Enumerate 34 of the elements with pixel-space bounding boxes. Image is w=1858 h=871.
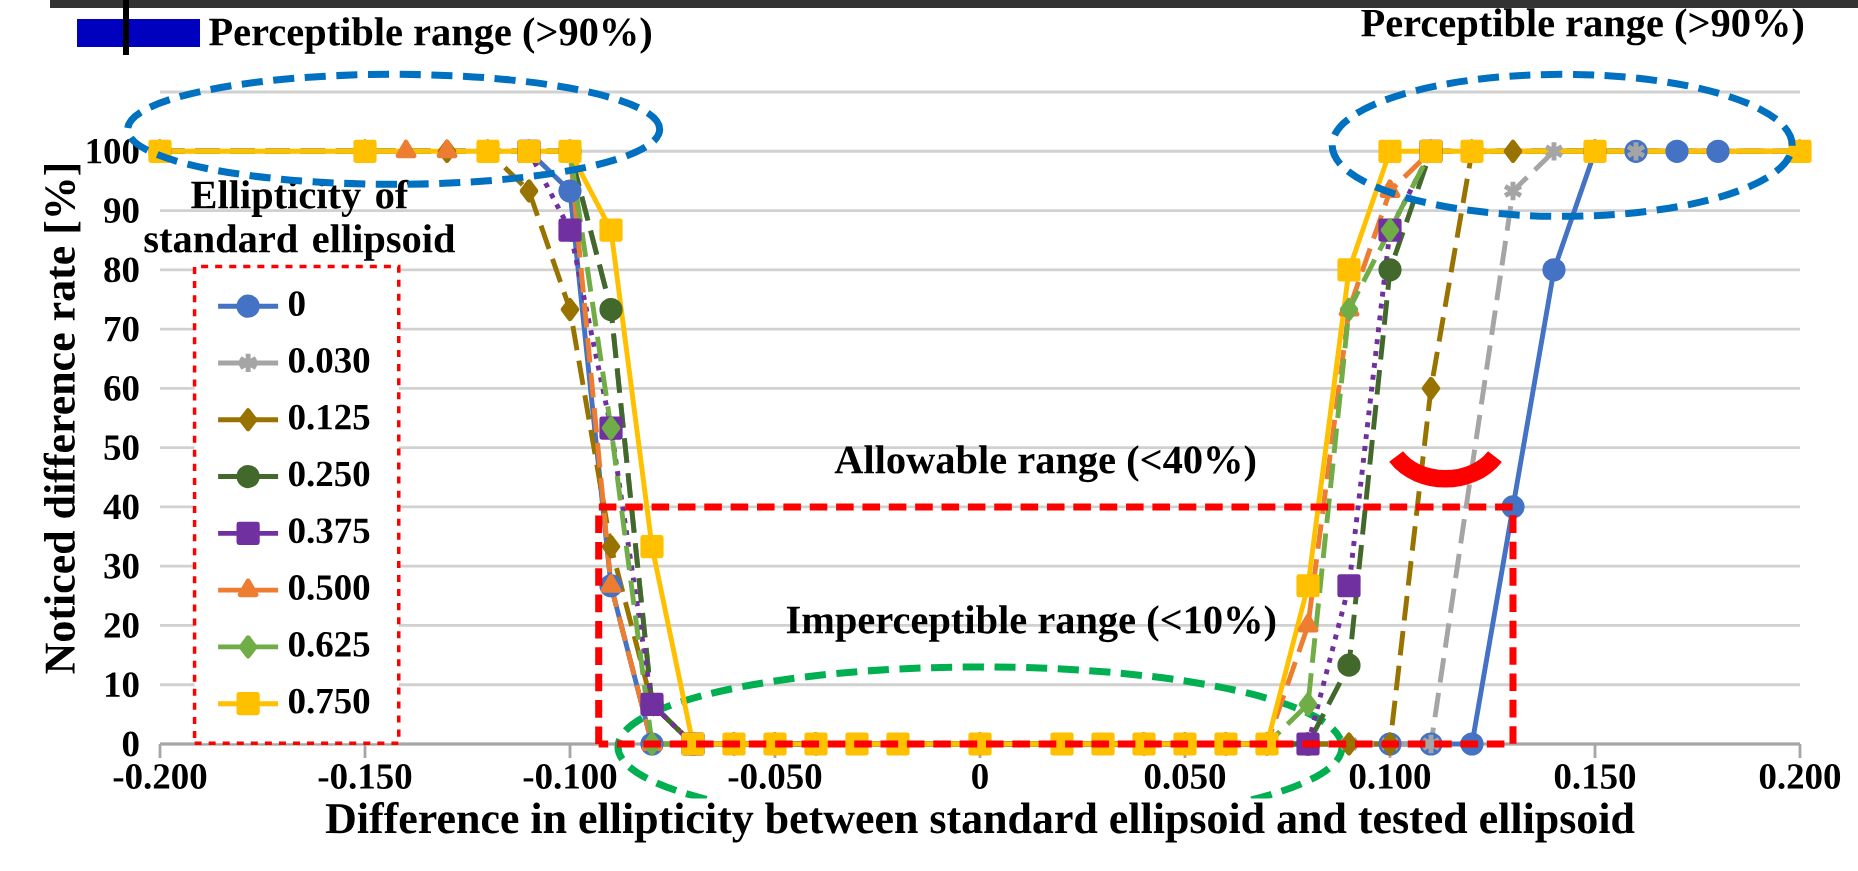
y-tick-label: 80: [104, 257, 139, 283]
y-tick-label: 10: [106, 672, 139, 698]
y-tick-label: 0: [122, 731, 139, 757]
y-tick-label: 50: [104, 435, 139, 461]
y-tick-label: 60: [104, 375, 139, 401]
x-tick-label: 0.100: [1349, 764, 1431, 790]
x-tick-label: 0: [972, 764, 988, 789]
legend-label: 0.750: [288, 688, 370, 714]
x-tick-label: -0.050: [728, 764, 822, 790]
annotation: Allowable range (<40%): [834, 445, 1256, 483]
legend-label: 0.500: [288, 575, 370, 601]
y-tick-label: 40: [103, 494, 139, 520]
x-tick-label: -0.150: [318, 764, 412, 790]
legend-label: 0: [288, 291, 305, 317]
legend-label: 0.030: [288, 347, 370, 373]
x-tick-label: -0.100: [523, 764, 617, 790]
text: Perceptible range (>90%): [209, 17, 651, 55]
legend-label: 0.375: [288, 518, 370, 544]
x-axis-title: Difference in ellipticity between standard ellipsoid and tested ellipsoid: [325, 802, 1635, 843]
x-tick-label: 0.200: [1759, 764, 1841, 790]
text: Perceptible range (>90%): [1361, 8, 1804, 46]
y-tick-label: 30: [104, 553, 139, 579]
legend-title: Ellipticity of standard ellipsoid: [144, 179, 456, 261]
y-tick-label: 90: [104, 198, 139, 224]
y-tick-label: 20: [104, 613, 139, 638]
x-tick-label: 0.150: [1554, 764, 1636, 790]
y-axis-title: Noticed difference rate [%]: [43, 164, 81, 674]
annotation: Imperceptible range (<10%): [786, 605, 1276, 643]
y-tick-label: 70: [105, 316, 139, 342]
x-tick-label: 0.050: [1144, 764, 1226, 790]
x-tick-label: -0.200: [113, 764, 207, 790]
legend-label: 0.125: [288, 404, 370, 430]
legend-label: 0.250: [288, 461, 370, 487]
legend-label: 0.625: [288, 631, 370, 657]
